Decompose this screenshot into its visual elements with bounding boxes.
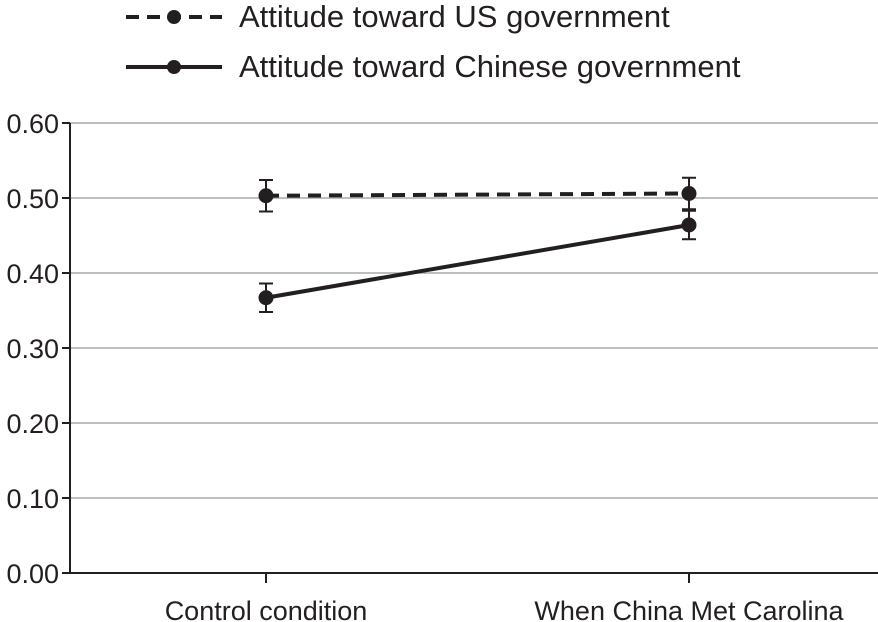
- gridlines: [70, 122, 878, 499]
- y-tick-label: 0.60: [6, 109, 59, 139]
- y-tick-label: 0.40: [6, 259, 59, 289]
- x-tick-label: Control condition: [165, 596, 368, 622]
- y-tick-label: 0.00: [6, 559, 59, 589]
- y-axis-ticks: 0.00 0.10 0.20 0.30 0.40 0.50 0.60: [6, 109, 70, 589]
- legend: Attitude toward US government Attitude t…: [126, 0, 741, 84]
- data-point-china: [258, 290, 274, 306]
- legend-label-us: Attitude toward US government: [239, 0, 670, 34]
- data-point-us: [258, 188, 274, 204]
- series-line-china: [265, 223, 690, 300]
- x-tick-label: When China Met Carolina: [534, 596, 844, 622]
- data-point-us: [681, 186, 697, 201]
- series-line-us: [265, 191, 690, 198]
- legend-item-us: Attitude toward US government: [126, 0, 670, 34]
- legend-swatch-us-marker: [167, 10, 181, 24]
- y-tick-label: 0.20: [6, 409, 59, 439]
- x-axis-ticks: Control condition When China Met Carolina: [165, 573, 845, 622]
- y-tick-label: 0.50: [6, 184, 59, 214]
- legend-swatch-china-marker: [167, 60, 181, 74]
- y-tick-label: 0.30: [6, 334, 59, 364]
- data-point-china: [681, 217, 697, 233]
- y-tick-label: 0.10: [6, 484, 59, 514]
- legend-label-china: Attitude toward Chinese government: [239, 49, 741, 84]
- series-layer: [258, 176, 697, 313]
- legend-item-china: Attitude toward Chinese government: [126, 49, 741, 84]
